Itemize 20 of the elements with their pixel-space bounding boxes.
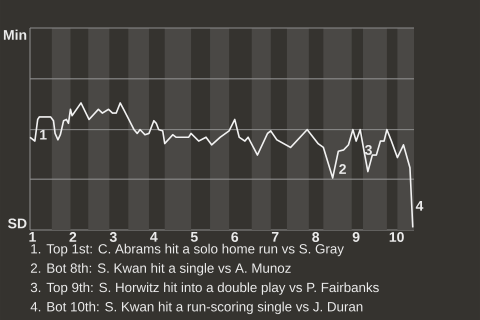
text: 4. Bot 10th: S. Kwan hit a run-scoring single vs J. Duran (30, 302, 362, 314)
x-tick-label: 9 (352, 232, 360, 242)
annotation: 3 (364, 144, 372, 155)
x-tick-label: 1 (29, 232, 36, 242)
text: 3. Top 9th: S. Horwitz hit into a double play vs P. Fairbanks (30, 282, 379, 295)
x-tick-label: 4 (150, 232, 158, 242)
x-tick-label: 10 (390, 232, 404, 242)
x-tick-label: 8 (312, 232, 320, 242)
x-tick-label: 7 (272, 232, 278, 242)
x-tick-label: 6 (231, 232, 238, 242)
x-tick-label: 5 (190, 232, 198, 242)
annotation: 1 (40, 130, 47, 140)
x-tick-label: 3 (110, 232, 117, 242)
x-tick-label: 2 (69, 232, 76, 242)
text: Min (4, 30, 26, 40)
annotation: 2 (339, 164, 346, 174)
annotation: 4 (416, 201, 424, 211)
text: 2. Bot 8th: S. Kwan hit a single vs A. Munoz (30, 263, 291, 276)
text: 1. Top 1st: C. Abrams hit a solo home run vs S. Gray (31, 244, 344, 256)
text: SD (8, 218, 26, 228)
